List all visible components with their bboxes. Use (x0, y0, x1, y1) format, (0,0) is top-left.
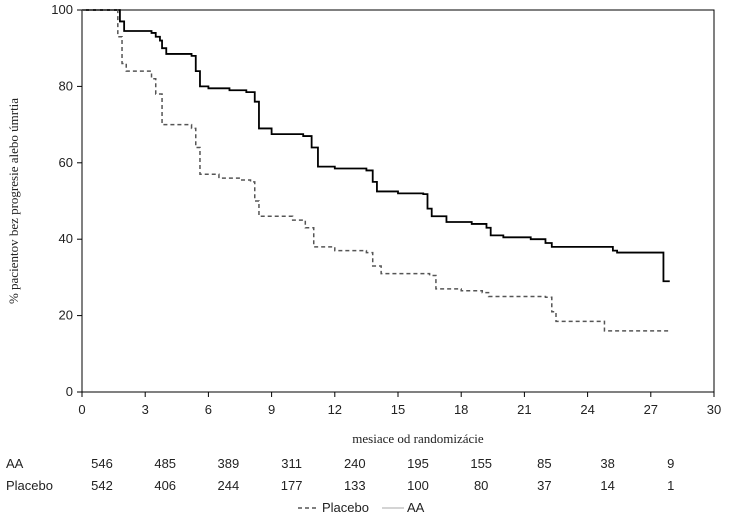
x-tick-label-18: 18 (454, 402, 468, 417)
x-tick-label-27: 27 (644, 402, 658, 417)
series-lines (82, 9, 670, 332)
x-axis: 0 3 6 9 12 15 18 21 24 27 30 (78, 392, 721, 417)
y-tick-label-60: 60 (59, 155, 73, 170)
y-tick-label-100: 100 (51, 2, 73, 17)
y-tick-label-80: 80 (59, 78, 73, 93)
risk-value: 311 (281, 456, 302, 471)
x-tick-label-15: 15 (391, 402, 405, 417)
risk-value: 80 (474, 478, 488, 493)
y-tick-label-40: 40 (59, 231, 73, 246)
risk-value: 85 (537, 456, 551, 471)
risk-value: 133 (344, 478, 366, 493)
risk-value: 389 (218, 456, 240, 471)
risk-row-label-aa: AA (6, 456, 24, 471)
x-axis-label: mesiace od randomizácie (352, 431, 484, 446)
x-tick-label-6: 6 (205, 402, 212, 417)
series-line-aa (82, 9, 670, 283)
x-tick-label-30: 30 (707, 402, 721, 417)
x-tick-label-3: 3 (142, 402, 149, 417)
risk-value: 155 (470, 456, 492, 471)
legend: Placebo AA (298, 500, 425, 515)
risk-value: 177 (281, 478, 303, 493)
plot-frame (81, 9, 715, 393)
legend-label-aa: AA (407, 500, 425, 515)
risk-value: 542 (91, 478, 113, 493)
risk-value: 195 (407, 456, 429, 471)
y-axis-label: % pacientov bez progresie alebo úmrtia (6, 98, 21, 304)
risk-value: 406 (154, 478, 176, 493)
y-tick-label-0: 0 (66, 384, 73, 399)
risk-value: 38 (600, 456, 614, 471)
risk-row-label-placebo: Placebo (6, 478, 53, 493)
risk-value: 485 (154, 456, 176, 471)
risk-value: 37 (537, 478, 551, 493)
legend-label-placebo: Placebo (322, 500, 369, 515)
risk-table: AA546485389311240195155853890Placebo5424… (6, 456, 674, 493)
risk-value: 9 (667, 456, 674, 471)
risk-value: 240 (344, 456, 366, 471)
series-line-placebo (82, 9, 670, 332)
risk-value: 1 (667, 478, 674, 493)
x-tick-label-9: 9 (268, 402, 275, 417)
x-tick-label-0: 0 (78, 402, 85, 417)
risk-value: 100 (407, 478, 429, 493)
risk-value: 244 (218, 478, 240, 493)
y-tick-label-20: 20 (59, 308, 73, 323)
x-tick-label-12: 12 (328, 402, 342, 417)
x-tick-label-24: 24 (580, 402, 594, 417)
risk-value: 546 (91, 456, 113, 471)
y-axis: 0 20 40 60 80 100 (51, 2, 82, 399)
x-tick-label-21: 21 (517, 402, 531, 417)
risk-value: 14 (600, 478, 614, 493)
